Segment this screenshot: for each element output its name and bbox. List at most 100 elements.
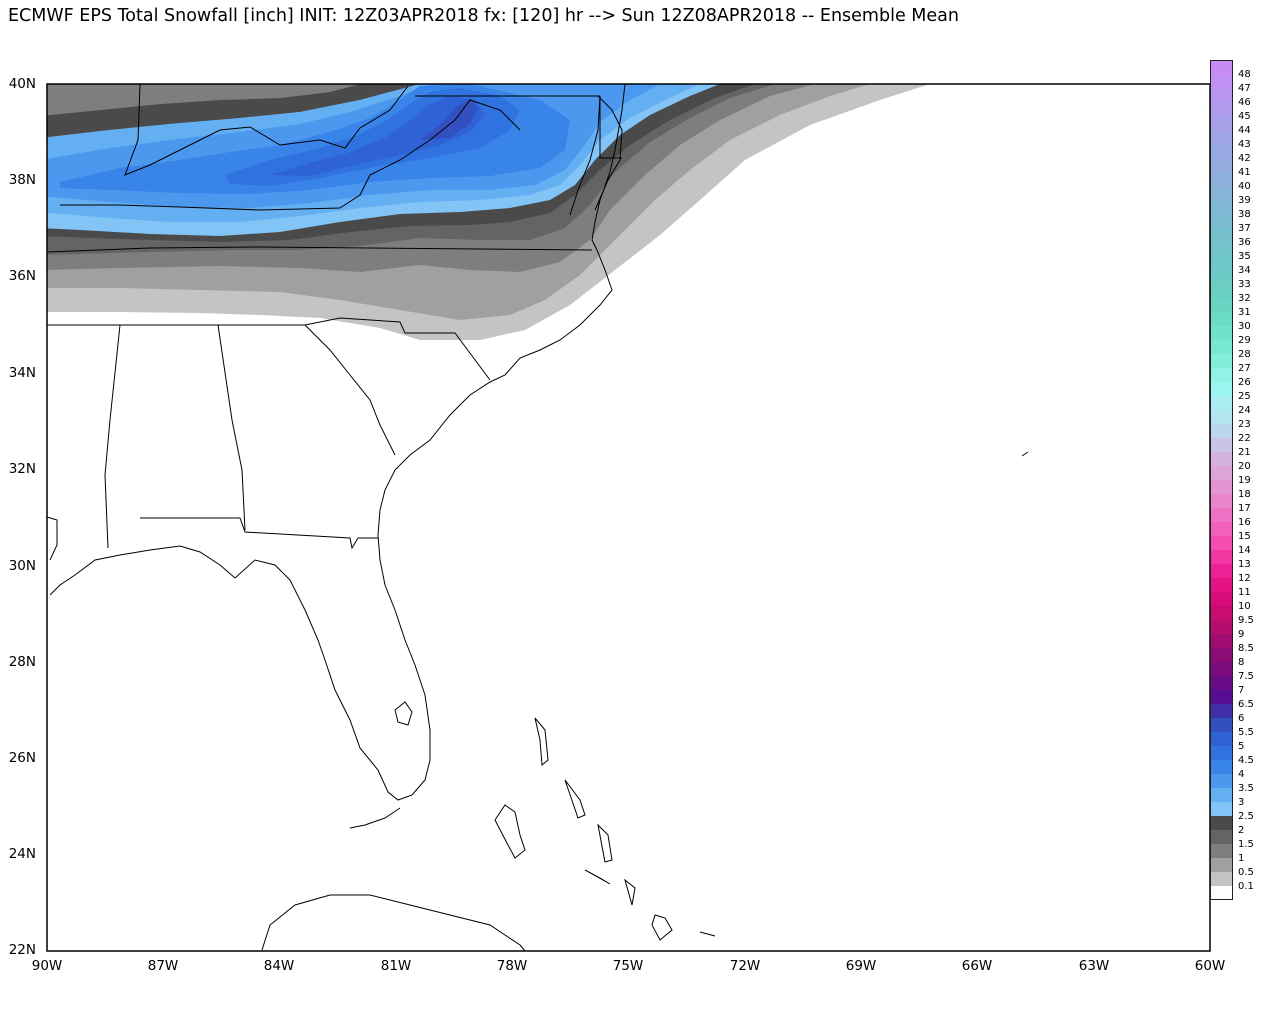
colorbar-segment-none bbox=[1210, 886, 1233, 900]
colorbar-label: 10 bbox=[1238, 601, 1251, 612]
colorbar-segment bbox=[1210, 200, 1233, 214]
colorbar-segment bbox=[1210, 382, 1233, 396]
colorbar-segment bbox=[1210, 312, 1233, 326]
colorbar-segment bbox=[1210, 396, 1233, 410]
lon-label-60w: 60W bbox=[1194, 958, 1226, 974]
colorbar-label: 38 bbox=[1238, 209, 1251, 220]
colorbar-label: 0.1 bbox=[1238, 881, 1254, 892]
colorbar-segment bbox=[1210, 522, 1233, 536]
colorbar-label: 20 bbox=[1238, 461, 1251, 472]
colorbar-segment bbox=[1210, 494, 1233, 508]
colorbar-segment bbox=[1210, 746, 1233, 760]
colorbar-segment bbox=[1210, 592, 1233, 606]
colorbar-label: 3.5 bbox=[1238, 783, 1254, 794]
coastline-delmarva bbox=[569, 95, 623, 216]
colorbar-segment bbox=[1210, 858, 1233, 872]
coastline-east bbox=[49, 83, 626, 801]
colorbar-segment bbox=[1210, 424, 1233, 438]
colorbar-label: 35 bbox=[1238, 251, 1251, 262]
colorbar-label: 39 bbox=[1238, 195, 1251, 206]
colorbar-label: 0.5 bbox=[1238, 867, 1254, 878]
snowfall-shading bbox=[47, 84, 930, 340]
colorbar-segment bbox=[1210, 368, 1233, 382]
snow-band-5 bbox=[270, 96, 485, 176]
border-de bbox=[599, 96, 622, 159]
colorbar-segment bbox=[1210, 648, 1233, 662]
colorbar-label: 37 bbox=[1238, 223, 1251, 234]
colorbar-segment bbox=[1210, 102, 1233, 116]
colorbar-label: 23 bbox=[1238, 419, 1251, 430]
snow-band-nw-dark bbox=[47, 84, 420, 138]
colorbar-segment bbox=[1210, 60, 1233, 74]
lon-label-63w: 63W bbox=[1078, 958, 1110, 974]
colorbar-label: 5.5 bbox=[1238, 727, 1254, 738]
colorbar-label: 2.5 bbox=[1238, 811, 1254, 822]
colorbar-label: 24 bbox=[1238, 405, 1251, 416]
colorbar-segment bbox=[1210, 298, 1233, 312]
colorbar-segment bbox=[1210, 438, 1233, 452]
colorbar-segment bbox=[1210, 774, 1233, 788]
colorbar-label: 17 bbox=[1238, 503, 1251, 514]
colorbar-segment bbox=[1210, 158, 1233, 172]
colorbar-label: 31 bbox=[1238, 307, 1251, 318]
colorbar-label: 48 bbox=[1238, 69, 1251, 80]
colorbar-label: 33 bbox=[1238, 279, 1251, 290]
colorbar-label: 6 bbox=[1238, 713, 1245, 724]
colorbar-label: 47 bbox=[1238, 83, 1251, 94]
colorbar-label: 3 bbox=[1238, 797, 1245, 808]
colorbar-segment bbox=[1210, 130, 1233, 144]
colorbar-label: 2 bbox=[1238, 825, 1245, 836]
snow-band-nw-grey bbox=[47, 84, 360, 116]
colorbar-segment bbox=[1210, 480, 1233, 494]
lon-label-66w: 66W bbox=[961, 958, 993, 974]
colorbar-label: 43 bbox=[1238, 139, 1251, 150]
coastline-keys bbox=[349, 807, 401, 829]
colorbar-label: 13 bbox=[1238, 559, 1251, 570]
colorbar-label: 32 bbox=[1238, 293, 1251, 304]
colorbar-segment bbox=[1210, 508, 1233, 522]
colorbar-label: 1.5 bbox=[1238, 839, 1254, 850]
colorbar-label: 8.5 bbox=[1238, 643, 1254, 654]
lake-okeechobee bbox=[394, 701, 413, 726]
colorbar-label: 15 bbox=[1238, 531, 1251, 542]
colorbar-label: 11 bbox=[1238, 587, 1251, 598]
border-ms-la bbox=[46, 516, 58, 561]
lat-label-26n: 26N bbox=[8, 750, 36, 766]
lon-label-72w: 72W bbox=[729, 958, 761, 974]
lat-label-40n: 40N bbox=[8, 76, 36, 92]
colorbar-label: 26 bbox=[1238, 377, 1251, 388]
colorbar-segment bbox=[1210, 452, 1233, 466]
border-ky-tn bbox=[60, 204, 341, 211]
lon-label-90w: 90W bbox=[31, 958, 63, 974]
border-al-ms bbox=[104, 324, 121, 549]
colorbar-label: 4 bbox=[1238, 769, 1245, 780]
colorbar-label: 19 bbox=[1238, 475, 1251, 486]
lat-label-38n: 38N bbox=[8, 172, 36, 188]
colorbar-segment bbox=[1210, 242, 1233, 256]
colorbar-segment bbox=[1210, 340, 1233, 354]
colorbar-segment bbox=[1210, 326, 1233, 340]
colorbar-segment bbox=[1210, 74, 1233, 88]
colorbar-segment bbox=[1210, 550, 1233, 564]
map-title: ECMWF EPS Total Snowfall [inch] INIT: 12… bbox=[8, 6, 959, 26]
colorbar-segment bbox=[1210, 256, 1233, 270]
colorbar-label: 42 bbox=[1238, 153, 1251, 164]
colorbar-label: 12 bbox=[1238, 573, 1251, 584]
lat-label-36n: 36N bbox=[8, 268, 36, 284]
colorbar-segment bbox=[1210, 270, 1233, 284]
colorbar-segment bbox=[1210, 844, 1233, 858]
lon-label-87w: 87W bbox=[147, 958, 179, 974]
colorbar-label: 16 bbox=[1238, 517, 1251, 528]
colorbar-label: 29 bbox=[1238, 335, 1251, 346]
colorbar-segment bbox=[1210, 718, 1233, 732]
lat-label-24n: 24N bbox=[8, 846, 36, 862]
colorbar-segment bbox=[1210, 466, 1233, 480]
colorbar-label: 5 bbox=[1238, 741, 1245, 752]
colorbar-segment bbox=[1210, 228, 1233, 242]
colorbar-segment bbox=[1210, 732, 1233, 746]
border-al-ga bbox=[217, 324, 246, 531]
colorbar-segment bbox=[1210, 172, 1233, 186]
border-oh-ky bbox=[124, 83, 409, 176]
lon-label-75w: 75W bbox=[612, 958, 644, 974]
border-wv-va bbox=[339, 99, 521, 209]
